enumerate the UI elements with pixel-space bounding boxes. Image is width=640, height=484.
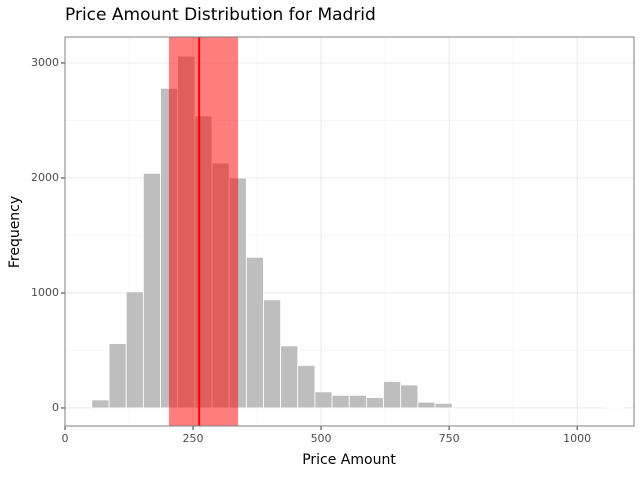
bar [263,299,282,409]
bar [331,394,350,409]
y-tick-label: 1000 [31,286,59,299]
bar [142,172,161,409]
y-tick-label: 3000 [31,56,59,69]
bar [383,381,402,409]
bar [348,394,367,409]
bar [280,345,299,409]
x-tick-label: 0 [62,432,69,445]
x-tick-label: 500 [311,432,332,445]
x-tick-label: 250 [183,432,204,445]
bar [366,397,384,409]
bar [400,384,419,409]
y-tick-label: 0 [52,401,59,414]
y-axis-label: Frequency [7,196,23,268]
bar [434,402,453,409]
bar [417,401,436,409]
x-axis-label: Price Amount [302,452,396,468]
panel-border [64,36,635,427]
bar [108,343,127,409]
bar [606,406,625,409]
x-tick-label: 750 [439,432,460,445]
bar [314,391,333,409]
bar [91,399,110,409]
y-tick-label: 2000 [31,171,59,184]
bar [245,256,264,409]
bar [297,365,316,409]
highlight-band [168,37,239,426]
x-tick-label: 1000 [563,432,591,445]
bar [125,291,144,409]
chart-title: Price Amount Distribution for Madrid [65,5,376,25]
